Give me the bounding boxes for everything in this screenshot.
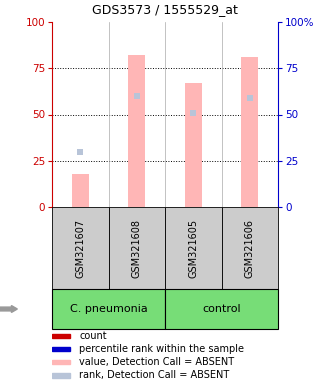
- Text: GSM321605: GSM321605: [188, 218, 198, 278]
- Text: rank, Detection Call = ABSENT: rank, Detection Call = ABSENT: [79, 371, 229, 381]
- Text: GDS3573 / 1555529_at: GDS3573 / 1555529_at: [92, 3, 238, 17]
- Bar: [52, 360, 70, 364]
- Bar: [165, 289, 278, 329]
- Bar: [185, 83, 202, 207]
- Bar: [52, 373, 70, 377]
- Text: C. pneumonia: C. pneumonia: [70, 304, 148, 314]
- Text: percentile rank within the sample: percentile rank within the sample: [79, 344, 244, 354]
- Text: value, Detection Call = ABSENT: value, Detection Call = ABSENT: [79, 357, 234, 367]
- Bar: [52, 334, 70, 338]
- Text: count: count: [79, 331, 107, 341]
- Text: GSM321607: GSM321607: [75, 218, 85, 278]
- Bar: [221, 207, 278, 289]
- Bar: [52, 347, 70, 351]
- Bar: [72, 174, 89, 207]
- Text: control: control: [202, 304, 241, 314]
- Text: GSM321606: GSM321606: [245, 218, 255, 278]
- Bar: [109, 207, 165, 289]
- Bar: [52, 289, 165, 329]
- Text: GSM321608: GSM321608: [132, 218, 142, 278]
- Bar: [128, 55, 145, 207]
- Bar: [241, 57, 258, 207]
- Bar: [165, 207, 221, 289]
- Bar: [52, 207, 109, 289]
